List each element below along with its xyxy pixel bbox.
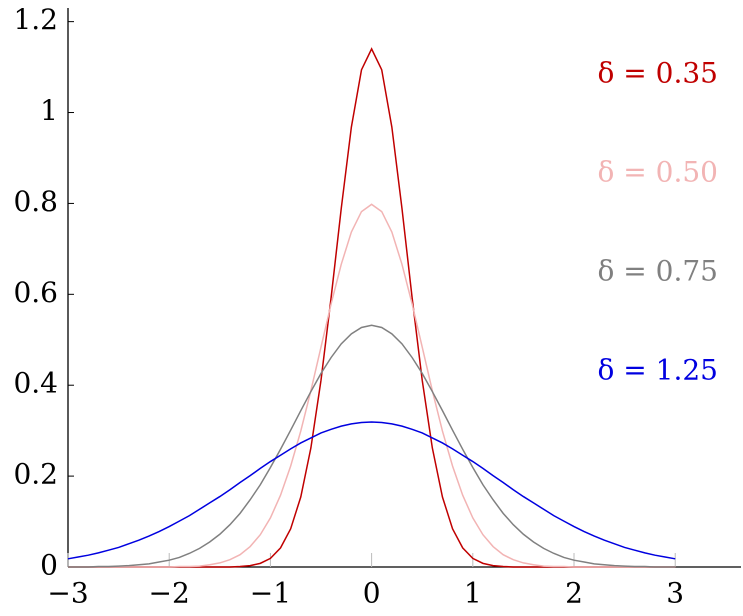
y-tick-label: 0.4 (13, 367, 58, 400)
x-tick-label: 3 (666, 577, 684, 610)
x-tick-label: −2 (149, 577, 190, 610)
x-tick-label: −3 (47, 577, 88, 610)
y-tick-label: 0.8 (13, 185, 58, 218)
line-series (68, 203, 676, 568)
x-tick-label: 2 (565, 577, 583, 610)
y-tick-label: 0.2 (13, 458, 58, 491)
legend-label: δ = 1.25 (598, 354, 718, 387)
y-tick-label: 1.2 (13, 3, 58, 36)
legend-label: δ = 0.75 (598, 255, 718, 288)
line-series (67, 421, 676, 560)
x-tick-label: 0 (363, 577, 381, 610)
y-tick-label: 0 (40, 549, 58, 582)
line-series (68, 47, 676, 568)
legend-label: δ = 0.50 (598, 156, 718, 189)
legend-label: δ = 0.35 (598, 57, 718, 90)
y-tick-label: 1 (40, 94, 58, 127)
y-tick-label: 0.6 (13, 276, 58, 309)
line-series (68, 324, 676, 568)
x-tick-label: 1 (464, 577, 482, 610)
x-tick-label: −1 (250, 577, 291, 610)
